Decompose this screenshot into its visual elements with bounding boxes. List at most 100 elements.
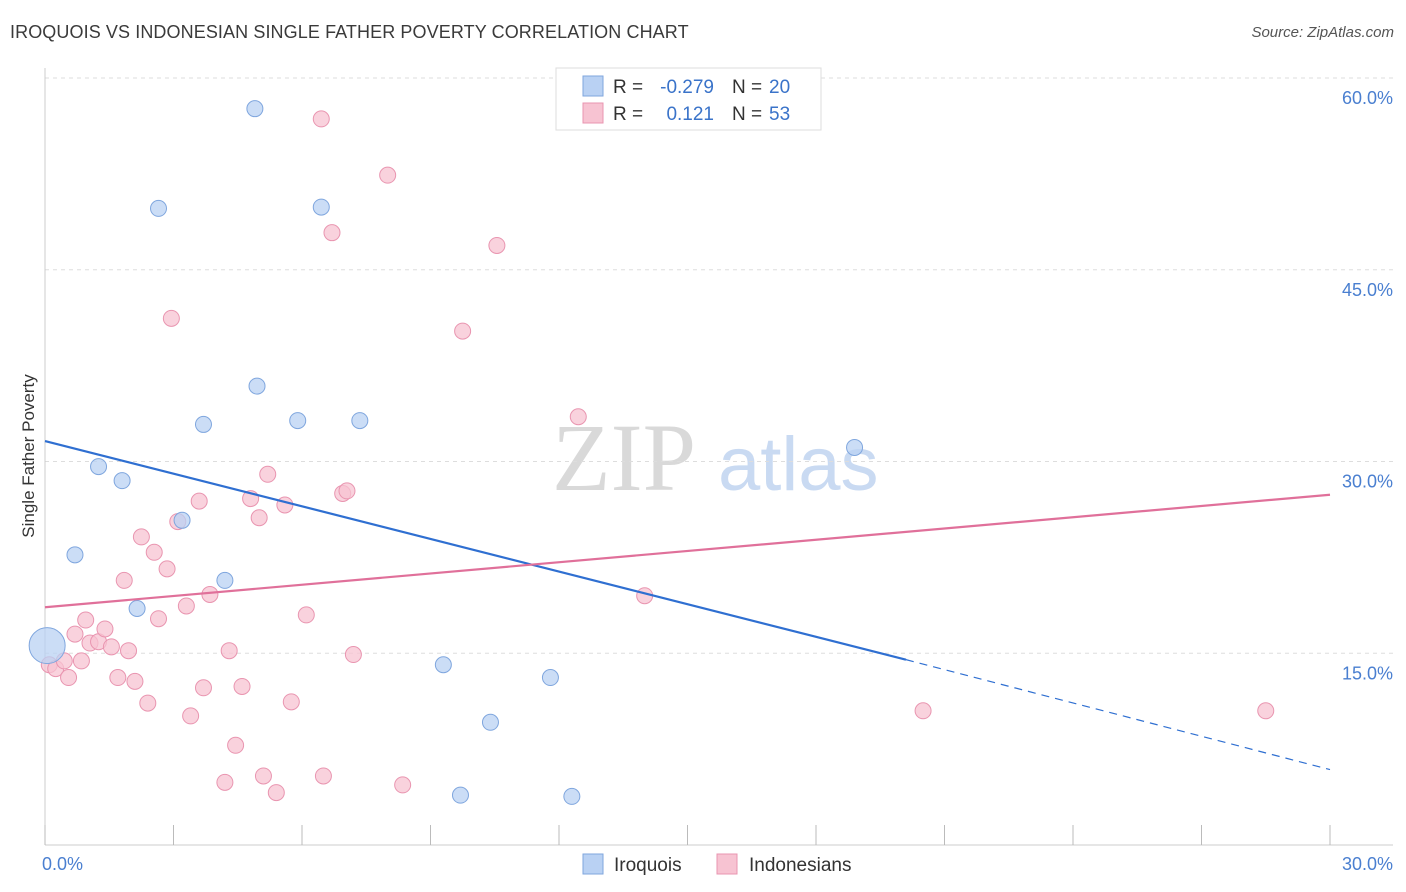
x-tick-label-max: 30.0%: [1342, 854, 1393, 874]
legend-r-label-indonesians: R =: [613, 104, 643, 125]
iroquois-point: [312, 198, 330, 216]
indonesians-point: [220, 642, 238, 660]
iroquois-point: [846, 438, 864, 456]
indonesians-point: [60, 669, 78, 687]
indonesians-point: [569, 408, 587, 426]
y-tick-labels: 15.0% 30.0% 45.0% 60.0%: [1342, 88, 1393, 683]
iroquois-point: [28, 627, 66, 665]
indonesians-point: [162, 309, 180, 327]
x-tick-label-min: 0.0%: [42, 854, 83, 874]
indonesians-point: [314, 767, 332, 785]
indonesians-point: [250, 509, 268, 527]
indonesians-point: [394, 776, 412, 794]
indonesians-point: [150, 610, 168, 628]
indonesians-point: [132, 528, 150, 546]
legend-n-label-indonesians: N =: [732, 104, 762, 125]
indonesians-point: [109, 669, 127, 687]
stats-legend: R = -0.279 N = 20 R = 0.121 N = 53: [555, 67, 822, 131]
y-tick-label: 60.0%: [1342, 88, 1393, 108]
legend-r-iroquois: -0.279: [660, 77, 714, 98]
source-credit: Source: ZipAtlas.com: [1251, 24, 1394, 41]
y-axis-title: Single Father Poverty: [19, 374, 38, 538]
iroquois-point: [451, 786, 469, 804]
bottom-legend-swatch-iroquois: [582, 853, 604, 875]
indonesians-point: [276, 496, 294, 514]
indonesians-points: [40, 110, 1275, 802]
indonesians-point: [338, 482, 356, 500]
indonesians-point: [139, 694, 157, 712]
iroquois-point: [289, 412, 307, 430]
indonesians-point: [914, 702, 932, 720]
x-ticks: [44, 825, 1331, 845]
indonesians-point: [216, 773, 234, 791]
iroquois-point: [246, 100, 264, 118]
iroquois-point: [194, 415, 212, 433]
chart-title: IROQUOIS VS INDONESIAN SINGLE FATHER POV…: [10, 22, 689, 42]
indonesians-point: [182, 707, 200, 725]
iroquois-point: [90, 458, 108, 476]
indonesians-point: [323, 224, 341, 242]
iroquois-point: [150, 199, 168, 217]
indonesians-point: [72, 652, 90, 670]
indonesians-point: [120, 642, 138, 660]
iroquois-trend-line: [44, 439, 907, 661]
indonesians-point: [282, 693, 300, 711]
iroquois-trend-extension: [905, 659, 1331, 771]
iroquois-point: [434, 656, 452, 674]
y-tick-label: 45.0%: [1342, 280, 1393, 300]
watermark-atlas: atlas: [718, 422, 879, 507]
iroquois-point: [128, 600, 146, 618]
indonesians-point: [227, 736, 245, 754]
indonesians-point: [267, 784, 285, 802]
iroquois-point: [216, 571, 234, 589]
indonesians-point: [488, 236, 506, 254]
indonesians-point: [1257, 702, 1275, 720]
indonesians-point: [126, 672, 144, 690]
indonesians-point: [312, 110, 330, 128]
indonesians-point: [102, 638, 120, 656]
indonesians-point: [158, 560, 176, 578]
y-tick-label: 15.0%: [1342, 663, 1393, 683]
iroquois-point: [563, 787, 581, 805]
iroquois-point: [173, 511, 191, 529]
bottom-legend-iroquois: Iroquois: [614, 855, 682, 876]
indonesians-point: [379, 166, 397, 184]
indonesians-point: [201, 585, 219, 603]
indonesians-point: [233, 677, 251, 695]
iroquois-point: [541, 669, 559, 687]
y-tick-label: 30.0%: [1342, 472, 1393, 492]
legend-r-label-iroquois: R =: [613, 77, 643, 98]
legend-swatch-indonesians: [582, 102, 604, 124]
bottom-legend-indonesians: Indonesians: [749, 855, 851, 876]
indonesians-point: [96, 620, 114, 638]
indonesians-point: [77, 611, 95, 629]
legend-swatch-iroquois: [582, 75, 604, 97]
legend-n-label-iroquois: N =: [732, 77, 762, 98]
iroquois-point: [351, 412, 369, 430]
iroquois-points: [28, 100, 864, 805]
bottom-legend-swatch-indonesians: [716, 853, 738, 875]
watermark: ZIP atlas: [552, 404, 879, 511]
legend-n-iroquois: 20: [769, 77, 790, 98]
indonesians-point: [344, 646, 362, 664]
indonesians-point: [115, 571, 133, 589]
indonesians-point: [254, 767, 272, 785]
indonesians-point: [454, 322, 472, 340]
gridlines: [45, 77, 1393, 654]
indonesians-point: [259, 465, 277, 483]
indonesians-point: [194, 679, 212, 697]
indonesians-point: [66, 625, 84, 643]
trend-lines: [44, 439, 1331, 771]
iroquois-point: [66, 546, 84, 564]
series-legend: Iroquois Indonesians: [582, 853, 851, 876]
legend-r-indonesians: 0.121: [666, 104, 714, 125]
indonesians-point: [145, 543, 163, 561]
indonesians-point: [177, 597, 195, 615]
indonesians-point: [190, 492, 208, 510]
iroquois-point: [481, 713, 499, 731]
indonesians-trend-line: [44, 493, 1331, 609]
iroquois-point: [113, 472, 131, 490]
legend-n-indonesians: 53: [769, 104, 790, 125]
indonesians-point: [297, 606, 315, 624]
